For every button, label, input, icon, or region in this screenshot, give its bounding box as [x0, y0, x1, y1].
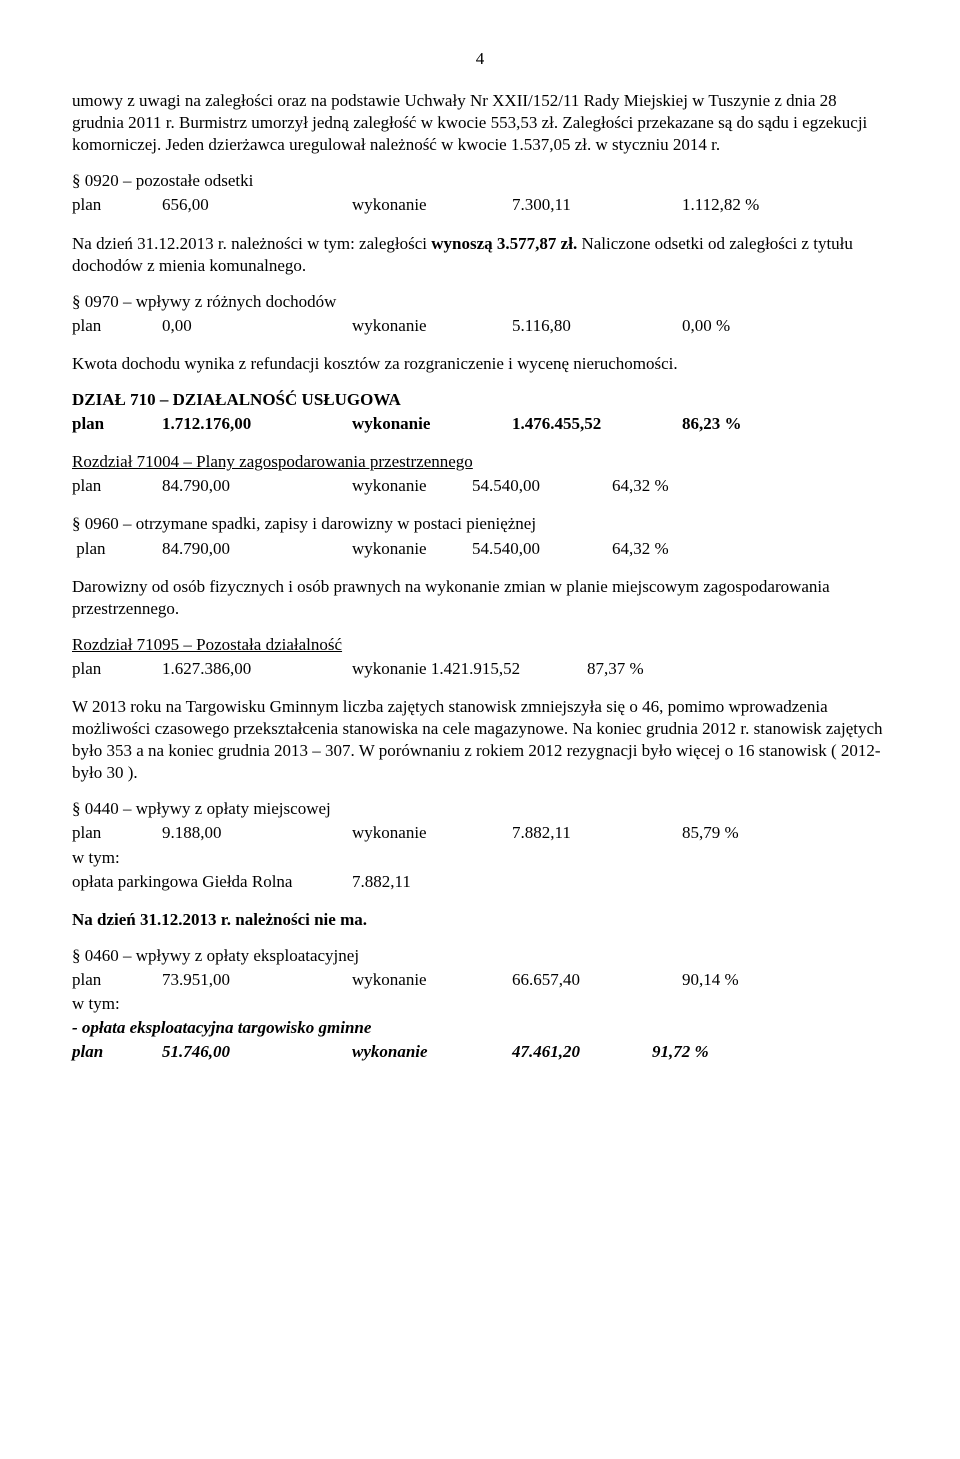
- wykonanie-value: 47.461,20: [512, 1041, 652, 1063]
- dzial-710-row: plan 1.712.176,00 wykonanie 1.476.455,52…: [72, 413, 888, 435]
- percent-value: 0,00 %: [682, 315, 730, 337]
- percent-value: 85,79 %: [682, 822, 739, 844]
- dzial-710-title: DZIAŁ 710 – DZIAŁALNOŚĆ USŁUGOWA: [72, 389, 888, 411]
- plan-value: 0,00: [162, 315, 352, 337]
- percent-value: 1.112,82 %: [682, 194, 759, 216]
- rozdzial-71004-title: Rozdział 71004 – Plany zagospodarowania …: [72, 451, 888, 473]
- section-0920-title: § 0920 – pozostałe odsetki: [72, 170, 888, 192]
- plan-label: plan: [72, 1041, 162, 1063]
- wykonanie-value: 66.657,40: [512, 969, 682, 991]
- plan-value: 73.951,00: [162, 969, 352, 991]
- percent-value: 90,14 %: [682, 969, 739, 991]
- plan-label: plan: [72, 969, 162, 991]
- section-0960-title: § 0960 – otrzymane spadki, zapisy i daro…: [72, 513, 888, 535]
- sub-label: opłata parkingowa Giełda Rolna: [72, 871, 352, 893]
- section-0920-row: plan 656,00 wykonanie 7.300,11 1.112,82 …: [72, 194, 888, 216]
- percent-value: 64,32 %: [612, 475, 669, 497]
- paragraph-0440-note: Na dzień 31.12.2013 r. należności nie ma…: [72, 909, 888, 931]
- wtym-label: w tym:: [72, 847, 888, 869]
- wykonanie-value: 1.476.455,52: [512, 413, 682, 435]
- text: Na dzień 31.12.2013 r. należności w tym:…: [72, 234, 853, 275]
- rozdzial-71095-row: plan 1.627.386,00 wykonanie 1.421.915,52…: [72, 658, 888, 680]
- paragraph-71095-note: W 2013 roku na Targowisku Gminnym liczba…: [72, 696, 888, 784]
- page-number: 4: [72, 48, 888, 70]
- rozdzial-71004-row: plan 84.790,00 wykonanie 54.540,00 64,32…: [72, 475, 888, 497]
- wykonanie-value: 54.540,00: [472, 475, 612, 497]
- wykonanie-value: 1.421.915,52: [431, 659, 520, 678]
- paragraph-0920-note: Na dzień 31.12.2013 r. należności w tym:…: [72, 233, 888, 277]
- plan-label: plan: [72, 822, 162, 844]
- paragraph-0970-note: Kwota dochodu wynika z refundacji kosztó…: [72, 353, 888, 375]
- section-0460-sub-row: plan 51.746,00 wykonanie 47.461,20 91,72…: [72, 1041, 888, 1063]
- wykonanie-label: wykonanie: [352, 413, 512, 435]
- plan-label: plan: [72, 538, 162, 560]
- section-0460-title: § 0460 – wpływy z opłaty eksploatacyjnej: [72, 945, 888, 967]
- paragraph-intro: umowy z uwagi na zaległości oraz na pods…: [72, 90, 888, 156]
- wtym-label: w tym:: [72, 993, 888, 1015]
- wykonanie-label: wykonanie 1.421.915,52: [352, 658, 547, 680]
- plan-label: plan: [72, 475, 162, 497]
- plan-value: 84.790,00: [162, 538, 352, 560]
- section-0440-title: § 0440 – wpływy z opłaty miejscowej: [72, 798, 888, 820]
- wykonanie-label: wykonanie: [352, 538, 472, 560]
- section-0460-sub-title: - opłata eksploatacyjna targowisko gminn…: [72, 1017, 888, 1039]
- plan-value: 1.627.386,00: [162, 658, 352, 680]
- wykonanie-value: 7.300,11: [512, 194, 682, 216]
- sub-value: 7.882,11: [352, 871, 411, 893]
- wykonanie-label: wykonanie: [352, 194, 512, 216]
- percent-value: 64,32 %: [612, 538, 669, 560]
- rozdzial-71095-title: Rozdział 71095 – Pozostała działalność: [72, 634, 888, 656]
- plan-label: plan: [72, 413, 162, 435]
- wykonanie-value: 54.540,00: [472, 538, 612, 560]
- wykonanie-label: wykonanie: [352, 1041, 512, 1063]
- plan-value: 656,00: [162, 194, 352, 216]
- section-0970-title: § 0970 – wpływy z różnych dochodów: [72, 291, 888, 313]
- plan-value: 1.712.176,00: [162, 413, 352, 435]
- section-0960-row: plan 84.790,00 wykonanie 54.540,00 64,32…: [72, 538, 888, 560]
- section-0970-row: plan 0,00 wykonanie 5.116,80 0,00 %: [72, 315, 888, 337]
- plan-label: plan: [72, 194, 162, 216]
- plan-label: plan: [72, 315, 162, 337]
- wykonanie-label: wykonanie: [352, 315, 512, 337]
- plan-value: 84.790,00: [162, 475, 352, 497]
- paragraph-0960-note: Darowizny od osób fizycznych i osób praw…: [72, 576, 888, 620]
- section-0440-row: plan 9.188,00 wykonanie 7.882,11 85,79 %: [72, 822, 888, 844]
- wykonanie-label: wykonanie: [352, 969, 512, 991]
- wykonanie-value: 7.882,11: [512, 822, 682, 844]
- section-0440-sub-row: opłata parkingowa Giełda Rolna 7.882,11: [72, 871, 888, 893]
- plan-label: plan: [72, 658, 162, 680]
- percent-value: 87,37 %: [587, 658, 644, 680]
- plan-value: 9.188,00: [162, 822, 352, 844]
- plan-value: 51.746,00: [162, 1041, 352, 1063]
- percent-value: 91,72 %: [652, 1041, 709, 1063]
- percent-value: 86,23 %: [682, 413, 742, 435]
- wykonanie-label: wykonanie: [352, 822, 512, 844]
- wykonanie-label: wykonanie: [352, 475, 472, 497]
- section-0460-row: plan 73.951,00 wykonanie 66.657,40 90,14…: [72, 969, 888, 991]
- wykonanie-value: 5.116,80: [512, 315, 682, 337]
